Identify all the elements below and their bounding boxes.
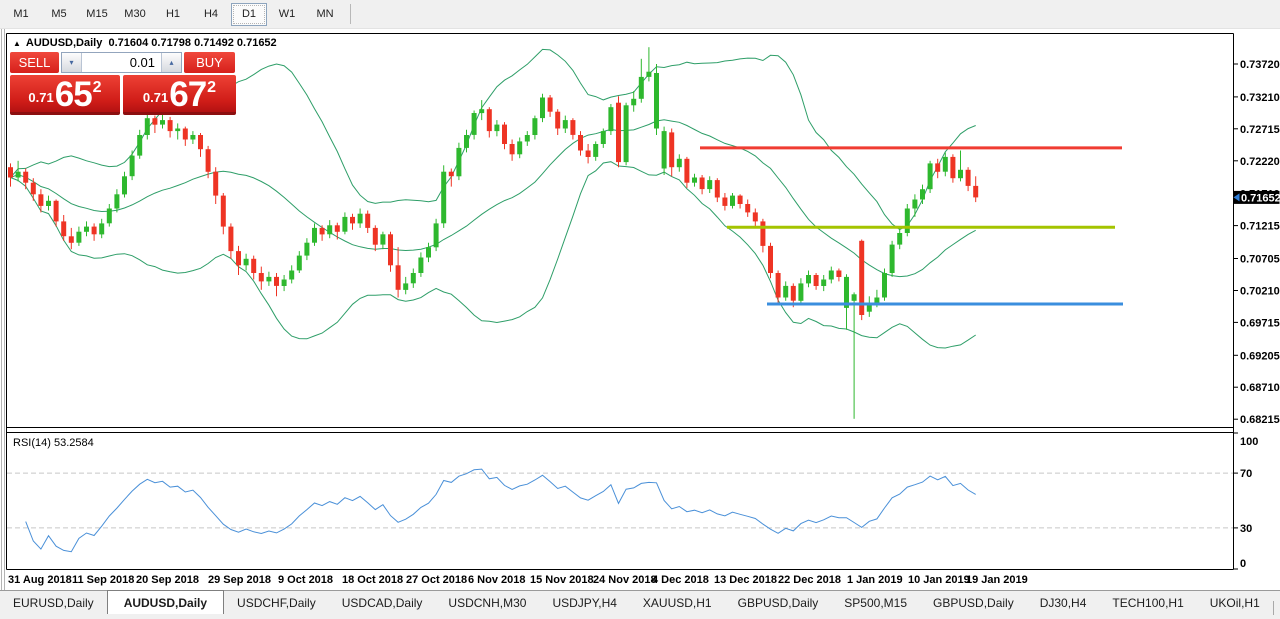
svg-text:9 Oct 2018: 9 Oct 2018 <box>278 574 333 586</box>
chart-tab-xauusd-6[interactable]: XAUUSD,H1 <box>642 595 712 610</box>
lot-increase-button[interactable]: ▴ <box>161 53 181 72</box>
svg-text:0.68710: 0.68710 <box>1240 382 1280 394</box>
chart-tab-usdcad-3[interactable]: USDCAD,Daily <box>341 595 423 610</box>
svg-text:0.73720: 0.73720 <box>1240 59 1280 71</box>
buy-price-sup: 2 <box>207 79 217 96</box>
toolbar-separator <box>350 4 351 24</box>
rsi-indicator-label: RSI(14) 53.2584 <box>13 437 94 449</box>
svg-text:19 Jan 2019: 19 Jan 2019 <box>966 574 1028 586</box>
chart-title: ▲ AUDUSD,Daily 0.71604 0.71798 0.71492 0.… <box>13 37 277 49</box>
candles-layer <box>8 47 979 419</box>
sell-button[interactable]: SELL <box>10 52 59 73</box>
bollinger-lower-line <box>10 161 976 349</box>
svg-text:0.70210: 0.70210 <box>1240 286 1280 298</box>
chart-tab-audusd-1[interactable]: AUDUSD,Daily <box>106 590 225 614</box>
buy-price-big: 67 <box>169 75 207 115</box>
buy-button[interactable]: BUY <box>184 52 235 73</box>
timeframe-button-m5[interactable]: M5 <box>51 8 67 20</box>
chart-tab-sp500-8[interactable]: SP500,M15 <box>844 595 908 610</box>
svg-text:10 Jan 2019: 10 Jan 2019 <box>908 574 970 586</box>
chart-tab-ukoil-12[interactable]: UKOil,H1 <box>1209 595 1260 610</box>
svg-text:0.69205: 0.69205 <box>1240 350 1280 362</box>
chart-tab-usdjpy-5[interactable]: USDJPY,H4 <box>552 595 617 610</box>
chart-workspace: 0.737200.732100.727150.722200.717100.712… <box>0 29 1280 590</box>
chart-tab-usdcnh-4[interactable]: USDCNH,M30 <box>448 595 527 610</box>
svg-text:0.71652: 0.71652 <box>1241 192 1280 204</box>
current-price-box <box>1233 190 1280 204</box>
svg-text:70: 70 <box>1240 468 1252 480</box>
timeframe-button-h1[interactable]: H1 <box>165 8 181 20</box>
lot-decrease-button[interactable]: ▾ <box>62 53 82 72</box>
lot-size-control: ▾ 0.01 ▴ <box>61 52 182 73</box>
sell-price-sup: 2 <box>92 79 102 96</box>
svg-text:31 Aug 2018: 31 Aug 2018 <box>8 574 72 586</box>
svg-text:0.68215: 0.68215 <box>1240 414 1280 426</box>
timeframe-button-m15[interactable]: M15 <box>86 8 108 20</box>
svg-text:20 Sep 2018: 20 Sep 2018 <box>136 574 199 586</box>
timeframe-button-m30[interactable]: M30 <box>124 8 146 20</box>
one-click-trade-panel: SELL ▾ 0.01 ▴ BUY 0.71 65 2 0.71 67 2 <box>10 52 236 115</box>
chart-tab-tech100-11[interactable]: TECH100,H1 <box>1112 595 1184 610</box>
svg-text:0.71215: 0.71215 <box>1240 221 1280 233</box>
svg-text:0.73210: 0.73210 <box>1240 92 1280 104</box>
svg-text:22 Dec 2018: 22 Dec 2018 <box>778 574 841 586</box>
svg-text:4 Dec 2018: 4 Dec 2018 <box>652 574 709 586</box>
svg-text:1 Jan 2019: 1 Jan 2019 <box>847 574 903 586</box>
svg-text:11 Sep 2018: 11 Sep 2018 <box>72 574 134 586</box>
svg-text:29 Sep 2018: 29 Sep 2018 <box>208 574 271 586</box>
chart-symbol-label: AUDUSD,Daily <box>25 37 103 49</box>
chart-canvas[interactable]: 0.737200.732100.727150.722200.717100.712… <box>0 29 1280 590</box>
svg-text:0.72220: 0.72220 <box>1240 156 1280 168</box>
timeframe-button-d1[interactable]: D1 <box>231 2 267 26</box>
chart-ohlc-values: 0.71604 0.71798 0.71492 0.71652 <box>108 37 277 49</box>
svg-text:0.72715: 0.72715 <box>1240 124 1280 136</box>
svg-text:15 Nov 2018: 15 Nov 2018 <box>530 574 594 586</box>
lot-size-input[interactable]: 0.01 <box>82 53 161 72</box>
tab-separator <box>1272 600 1274 615</box>
timeframe-button-h4[interactable]: H4 <box>203 8 219 20</box>
tab-scroll-arrows: ◀▶ <box>1272 591 1280 619</box>
svg-text:13 Dec 2018: 13 Dec 2018 <box>714 574 777 586</box>
sell-price-prefix: 0.71 <box>28 90 54 105</box>
svg-text:0.70705: 0.70705 <box>1240 254 1280 266</box>
timeframe-button-mn[interactable]: MN <box>316 8 334 20</box>
buy-price-prefix: 0.71 <box>142 90 169 105</box>
svg-text:30: 30 <box>1240 523 1252 535</box>
svg-text:27 Oct 2018: 27 Oct 2018 <box>406 574 467 586</box>
timeframe-button-w1[interactable]: W1 <box>278 8 296 20</box>
buy-price-button[interactable]: 0.71 67 2 <box>123 75 236 115</box>
sell-price-big: 65 <box>54 75 93 115</box>
svg-text:100: 100 <box>1240 436 1258 448</box>
svg-text:0: 0 <box>1240 558 1246 570</box>
timeframe-button-m1[interactable]: M1 <box>13 8 29 20</box>
panel-toggle-icon[interactable]: ▲ <box>13 39 21 48</box>
chart-tab-gbpusd-7[interactable]: GBPUSD,Daily <box>737 595 819 610</box>
sell-price-button[interactable]: 0.71 65 2 <box>10 75 120 115</box>
chart-tab-eurusd-0[interactable]: EURUSD,Daily <box>13 595 94 610</box>
timeframe-toolbar: M1 M5 M15 M30 H1 H4 D1 W1 MN <box>0 0 1280 29</box>
rsi-line <box>25 468 976 553</box>
chart-tab-gbpusd-9[interactable]: GBPUSD,Daily <box>933 595 1014 610</box>
svg-text:6 Nov 2018: 6 Nov 2018 <box>468 574 525 586</box>
bollinger-middle-line <box>10 119 976 278</box>
svg-text:18 Oct 2018: 18 Oct 2018 <box>342 574 403 586</box>
chart-tab-dj30-10[interactable]: DJ30,H4 <box>1039 595 1087 610</box>
current-price-arrow-icon <box>1233 193 1240 202</box>
svg-text:24 Nov 2018: 24 Nov 2018 <box>593 574 657 586</box>
chart-tab-usdchf-2[interactable]: USDCHF,Daily <box>237 595 316 610</box>
svg-text:0.69715: 0.69715 <box>1240 317 1280 329</box>
chart-tab-bar: EURUSD,Daily AUDUSD,Daily USDCHF,Daily USDC… <box>0 590 1280 619</box>
